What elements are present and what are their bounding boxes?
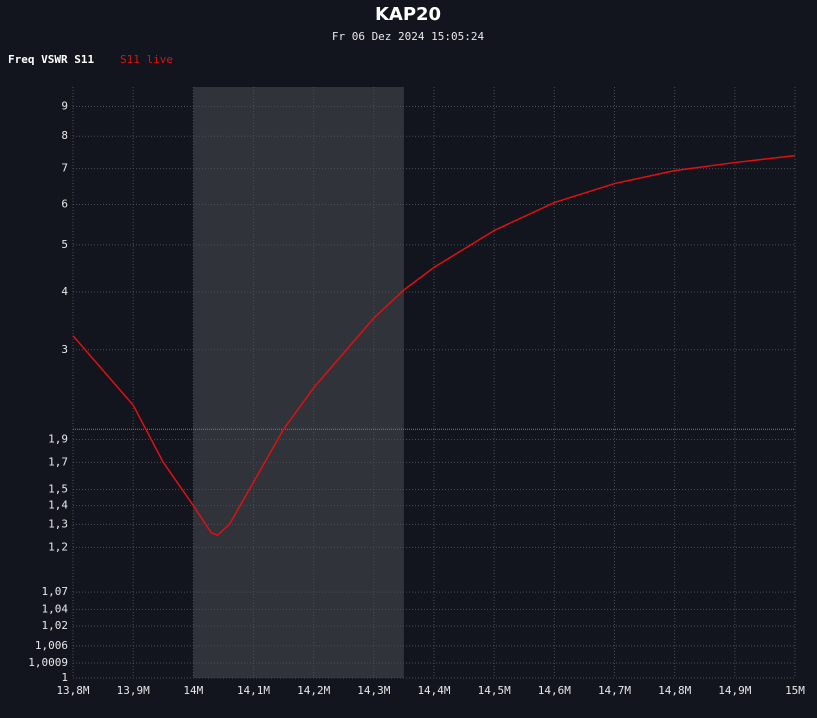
y-tick-label: 1,07 [42,585,69,598]
x-tick-label: 14,9M [718,684,751,697]
series-line [72,154,796,536]
x-tick-label: 13,8M [56,684,89,697]
chart-title: KAP20 [375,4,441,25]
x-tick-label: 14,2M [297,684,330,697]
legend-title: Freq VSWR S11 [8,53,94,66]
x-tick-label: 14,4M [417,684,450,697]
chart-subtitle: Fr 06 Dez 2024 15:05:24 [332,30,485,43]
y-tick-label: 1,3 [48,517,68,530]
y-tick-label: 1,4 [48,499,68,512]
y-tick-label: 1,02 [42,619,69,632]
y-tick-label: 1,2 [48,540,68,553]
y-tick-label: 1,5 [48,482,68,495]
x-tick-label: 14,1M [237,684,270,697]
highlight-band [193,87,404,678]
y-tick-label: 1,006 [35,639,68,652]
y-tick-label: 8 [61,129,68,142]
y-tick-label: 1 [61,671,68,684]
y-tick-label: 5 [61,238,68,251]
y-tick-label: 4 [61,285,68,298]
x-tick-label: 14,5M [478,684,511,697]
y-tick-label: 9 [61,100,68,113]
y-tick-label: 6 [61,197,68,210]
y-tick-label: 1,7 [48,455,68,468]
y-tick-label: 3 [61,343,68,356]
x-tick-label: 14,6M [538,684,571,697]
x-tick-label: 14M [183,684,203,697]
y-tick-label: 7 [61,162,68,175]
legend-label: S11 live [120,53,173,66]
x-tick-label: 13,9M [117,684,150,697]
x-tick-label: 14,3M [357,684,390,697]
y-tick-label: 1,9 [48,433,68,446]
x-tick-label: 14,7M [598,684,631,697]
y-tick-label: 1,0009 [28,656,68,669]
x-tick-label: 15M [785,684,805,697]
x-tick-label: 14,8M [658,684,691,697]
y-tick-label: 1,04 [42,602,69,615]
